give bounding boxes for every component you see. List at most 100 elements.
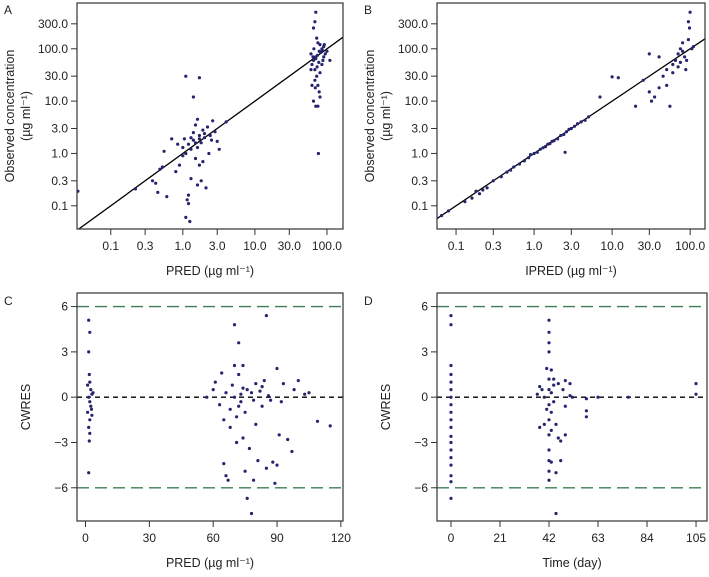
- data-point: [673, 58, 678, 63]
- panel-letter: C: [4, 294, 13, 308]
- data-point: [320, 48, 324, 52]
- data-point: [323, 52, 327, 56]
- data-point: [542, 422, 546, 426]
- y-tick-label: 100.0: [398, 42, 428, 56]
- data-point: [228, 425, 232, 429]
- data-point: [653, 95, 657, 99]
- data-point: [150, 179, 155, 183]
- data-point: [671, 71, 675, 75]
- x-tick-label: 63: [591, 531, 605, 545]
- data-point: [89, 388, 93, 392]
- data-point: [676, 52, 680, 56]
- data-point: [681, 41, 685, 45]
- y-tick-label: 300.0: [398, 17, 428, 31]
- y-axis-label: Observed concentration: [363, 50, 377, 183]
- data-point: [177, 163, 182, 167]
- data-point: [303, 392, 307, 396]
- data-point: [218, 403, 222, 407]
- data-point: [262, 379, 266, 383]
- data-point: [547, 469, 551, 473]
- data-point: [316, 41, 320, 45]
- data-point: [184, 74, 188, 78]
- data-point: [311, 58, 316, 63]
- data-point: [252, 398, 256, 402]
- x-tick-label: 0.1: [102, 239, 119, 253]
- y-tick-label: −6: [54, 481, 68, 495]
- data-point: [235, 415, 239, 419]
- data-point: [181, 145, 185, 150]
- data-point: [239, 400, 243, 404]
- data-point: [322, 55, 326, 59]
- data-point: [554, 422, 558, 426]
- data-point: [317, 90, 321, 94]
- data-point: [296, 379, 300, 383]
- identity-line: [77, 36, 343, 229]
- data-point: [547, 318, 551, 322]
- x-tick-label: 30: [143, 531, 157, 545]
- data-point: [322, 43, 326, 47]
- panel-a: A 0.1 0.3 1.0 3.0 10.0 30.0 100.0 0.1 0.3 1.0 3.0 10…: [3, 2, 344, 278]
- data-point: [527, 156, 531, 160]
- data-point: [86, 383, 90, 387]
- y-tick-label: 0.3: [51, 174, 68, 188]
- y-axis-label: CWRES: [19, 384, 33, 431]
- y-tick-label: −6: [414, 481, 428, 495]
- data-point: [181, 154, 185, 158]
- data-point: [481, 188, 485, 192]
- data-point: [186, 193, 191, 197]
- data-point: [311, 99, 316, 103]
- plot-frame: [436, 2, 706, 230]
- data-point: [545, 366, 549, 371]
- data-point: [309, 68, 313, 72]
- data-point: [485, 186, 489, 190]
- data-point: [319, 50, 323, 55]
- data-point: [271, 460, 275, 464]
- data-point: [313, 20, 317, 24]
- plot-area: [77, 305, 343, 516]
- data-point: [165, 195, 169, 199]
- data-point: [690, 47, 694, 51]
- data-point: [328, 424, 332, 428]
- data-point: [547, 418, 551, 422]
- data-point: [554, 471, 558, 475]
- data-point: [186, 202, 191, 206]
- y-tick-label: 3: [421, 345, 428, 359]
- data-point: [681, 49, 685, 53]
- data-point: [87, 350, 91, 354]
- data-point: [317, 60, 321, 64]
- y-tick-label: 6: [421, 300, 428, 314]
- data-point: [189, 177, 193, 181]
- data-point: [528, 153, 533, 157]
- x-axis-label: PRED (µg ml⁻¹): [166, 264, 254, 278]
- y-axis-label: Observed concentration: [3, 50, 17, 183]
- data-point: [292, 388, 296, 392]
- data-point: [254, 422, 258, 426]
- y-tick-label: 0: [421, 390, 428, 404]
- x-tick-label: 90: [270, 531, 284, 545]
- data-point: [202, 136, 207, 140]
- x-tick-label: 0.1: [448, 239, 465, 253]
- data-point: [657, 86, 661, 90]
- data-point: [563, 404, 567, 408]
- data-point: [545, 407, 549, 411]
- data-point: [547, 448, 551, 452]
- data-point: [563, 379, 567, 383]
- data-point: [197, 133, 201, 138]
- x-tick-label: 30.0: [278, 239, 302, 253]
- data-point: [647, 90, 651, 94]
- data-point: [205, 395, 209, 399]
- data-point: [230, 383, 234, 387]
- data-point: [449, 448, 453, 452]
- data-point: [247, 446, 251, 451]
- data-point: [197, 76, 201, 80]
- data-point: [158, 167, 162, 171]
- data-point: [563, 150, 567, 154]
- data-point: [309, 52, 313, 56]
- data-point: [88, 431, 92, 435]
- data-point: [556, 436, 560, 440]
- data-point: [542, 395, 546, 399]
- data-point: [191, 138, 195, 142]
- data-point: [241, 363, 245, 368]
- data-point: [260, 385, 264, 389]
- data-point: [201, 160, 205, 164]
